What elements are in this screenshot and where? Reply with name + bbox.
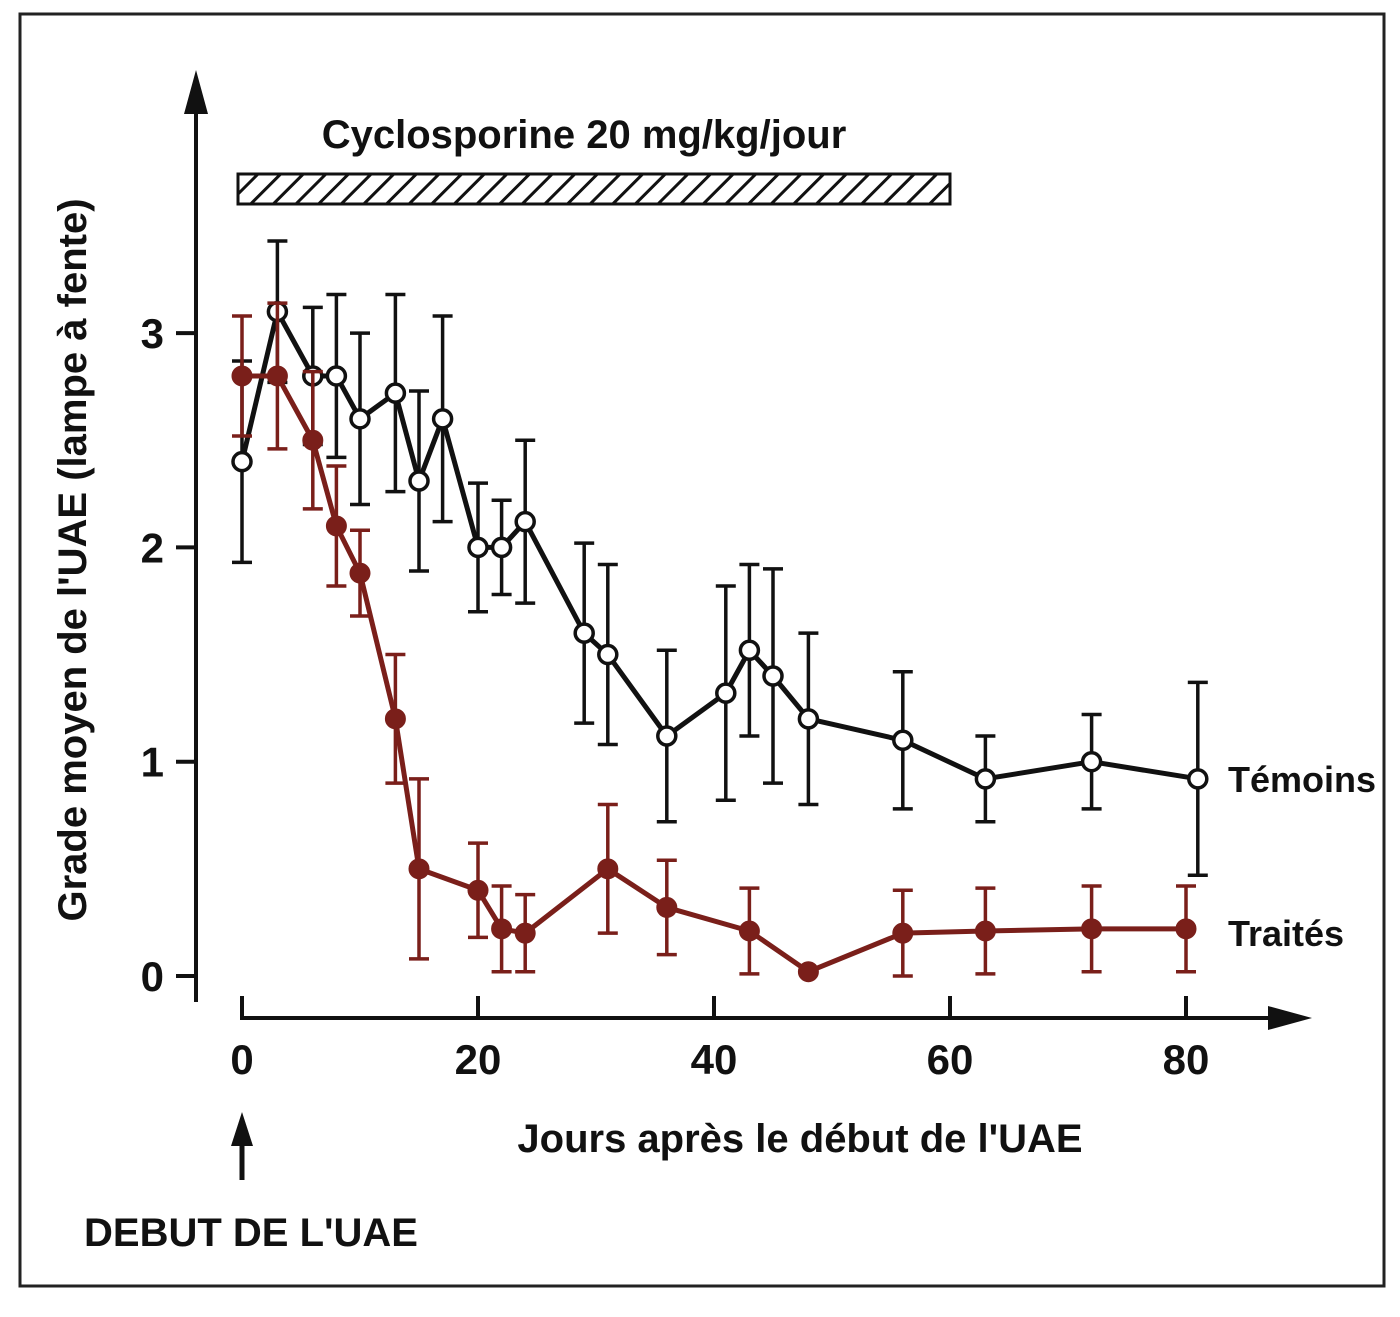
x-tick-label-80: 80 xyxy=(1163,1036,1210,1083)
data-point xyxy=(597,643,619,666)
y-tick-label-0: 0 xyxy=(141,953,164,1000)
data-point xyxy=(573,622,595,644)
series-0-line xyxy=(239,309,1199,782)
data-point xyxy=(892,729,914,752)
series-label-temoins: Témoins xyxy=(1228,759,1376,800)
y-tick-label-3: 3 xyxy=(141,310,164,357)
x-axis-title: Jours après le début de l'UAE xyxy=(517,1117,1082,1161)
onset-label: DEBUT DE L'UAE xyxy=(84,1211,418,1255)
data-point xyxy=(467,536,489,559)
data-point xyxy=(797,708,820,730)
x-axis xyxy=(244,1006,1312,1030)
data-point xyxy=(974,920,996,942)
x-axis-arrowhead xyxy=(1268,1006,1312,1030)
data-point xyxy=(431,408,454,430)
data-point xyxy=(231,450,253,473)
data-point xyxy=(491,918,513,940)
y-ticks: 0 1 2 3 xyxy=(141,310,198,1000)
data-point xyxy=(656,896,678,918)
data-point xyxy=(490,536,513,559)
x-tick-label-60: 60 xyxy=(927,1036,974,1083)
y-tick-label-1: 1 xyxy=(141,739,164,786)
data-point xyxy=(349,408,371,430)
data-point xyxy=(738,920,760,942)
x-tick-label-0: 0 xyxy=(230,1036,253,1083)
data-point xyxy=(384,708,406,730)
series-1 xyxy=(231,301,1197,983)
x-tick-label-20: 20 xyxy=(455,1036,502,1083)
data-point xyxy=(266,365,288,387)
y-axis xyxy=(184,70,208,1002)
data-point xyxy=(1187,768,1209,790)
onset-arrowhead xyxy=(231,1112,253,1146)
x-tick-label-40: 40 xyxy=(691,1036,738,1083)
data-point xyxy=(514,922,536,944)
y-axis-arrowhead xyxy=(184,70,208,114)
series-label-traites: Traités xyxy=(1228,913,1344,954)
x-ticks: 0 20 40 60 80 xyxy=(230,996,1209,1083)
y-tick-label-2: 2 xyxy=(141,524,164,571)
data-point xyxy=(325,365,348,387)
data-point xyxy=(1175,918,1197,940)
data-point xyxy=(715,682,737,704)
data-point xyxy=(467,879,489,901)
data-point xyxy=(738,639,761,662)
treatment-period: Cyclosporine 20 mg/kg/jour xyxy=(236,113,952,206)
y-axis-title: Grade moyen de l'UAE (lampe à fente) xyxy=(51,198,95,921)
series-0-error-bars xyxy=(232,239,1208,878)
data-point xyxy=(514,510,536,533)
onset-annotation: DEBUT DE L'UAE xyxy=(84,1112,418,1255)
data-point xyxy=(1081,918,1103,940)
series-0 xyxy=(231,239,1209,878)
data-point xyxy=(408,858,430,880)
data-point xyxy=(656,725,678,747)
data-point xyxy=(302,429,324,451)
data-point xyxy=(231,365,253,387)
data-point xyxy=(1080,750,1103,773)
data-point xyxy=(797,961,819,983)
data-point xyxy=(384,382,407,404)
data-point xyxy=(325,515,347,537)
data-point xyxy=(349,562,371,584)
data-point xyxy=(974,768,997,790)
figure-border xyxy=(18,12,1386,1288)
treatment-label: Cyclosporine 20 mg/kg/jour xyxy=(322,113,847,157)
series-layer xyxy=(231,239,1209,983)
data-point xyxy=(597,858,619,880)
data-point xyxy=(762,665,784,687)
series-1-line xyxy=(242,373,1186,975)
data-point xyxy=(892,922,914,944)
treatment-hatched-bar xyxy=(236,172,952,206)
data-point xyxy=(408,470,430,492)
